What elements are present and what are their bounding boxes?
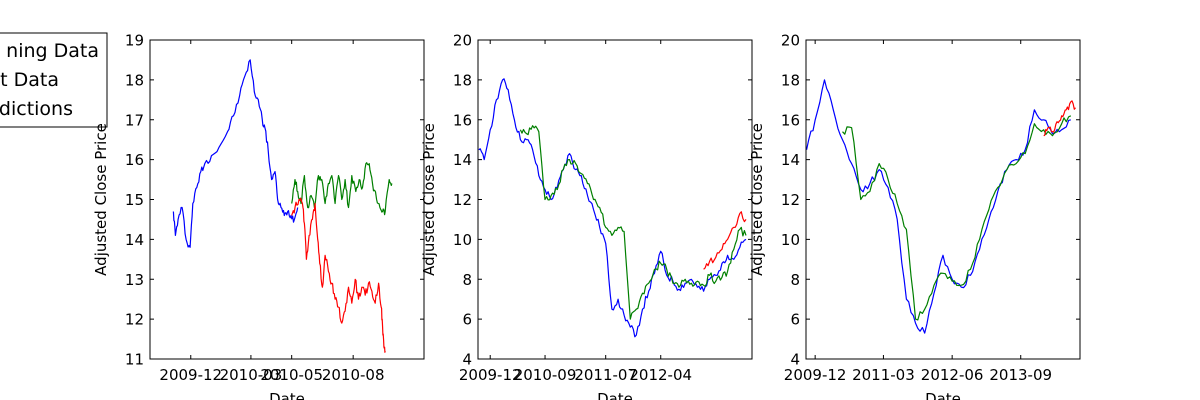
y-tick-label: 10 (453, 231, 472, 249)
series-line-test-data (842, 115, 1072, 321)
legend: ning Data t Data dictions (0, 32, 108, 128)
y-tick-label: 12 (781, 191, 800, 209)
legend-entry-predictions: dictions (0, 98, 73, 120)
legend-entry-training-data: ning Data (6, 40, 99, 62)
axes-frame (805, 39, 1081, 360)
x-tick-label: 2010-08 (322, 366, 385, 384)
y-tick-label: 16 (781, 111, 800, 129)
x-tick-label: 2011-03 (852, 366, 915, 384)
series-line-test-data (519, 125, 747, 320)
x-tick-label: 2010-09 (514, 366, 577, 384)
y-tick-label: 18 (125, 71, 144, 89)
x-tick-label: 2009-12 (159, 366, 222, 384)
series-line-training-data (478, 78, 747, 338)
series-group (172, 59, 393, 353)
y-tick-label: 20 (781, 32, 800, 50)
y-tick-label: 12 (453, 191, 472, 209)
y-tick-label: 14 (125, 231, 144, 249)
x-tick-label: 2012-04 (629, 366, 692, 384)
x-tick-label: 2010-03 (220, 366, 283, 384)
series-group (806, 79, 1076, 334)
series-group (478, 78, 747, 338)
x-axis: 2009-12 2011-03 2012-06 2013-09 (784, 40, 1052, 384)
x-tick-label: 2013-09 (989, 366, 1052, 384)
y-axis: 4 6 8 10 12 14 16 18 20 (781, 32, 1080, 369)
x-tick-label: 2011-07 (574, 366, 637, 384)
y-tick-label: 19 (125, 32, 144, 50)
x-tick-label: 2009-12 (784, 366, 847, 384)
y-tick-label: 4 (462, 351, 472, 369)
y-tick-label: 13 (125, 271, 144, 289)
y-tick-label: 14 (453, 151, 472, 169)
y-tick-label: 12 (125, 311, 144, 329)
y-tick-label: 15 (125, 191, 144, 209)
y-tick-label: 16 (125, 151, 144, 169)
y-tick-label: 18 (453, 71, 472, 89)
y-tick-label: 14 (781, 151, 800, 169)
y-tick-label: 10 (781, 231, 800, 249)
chart-panels: 1112131415161718192009-122010-032010-052… (92, 32, 1081, 400)
y-tick-label: 11 (125, 351, 144, 369)
y-tick-label: 8 (462, 271, 472, 289)
x-tick-label: 2010-05 (260, 366, 323, 384)
series-line-test-data (291, 162, 393, 216)
y-axis: 4 6 8 10 12 14 16 18 20 (453, 32, 752, 369)
y-tick-label: 16 (453, 111, 472, 129)
y-axis-label: Adjusted Close Price (420, 123, 438, 276)
legend-entry-test-data: t Data (0, 69, 59, 91)
y-axis-label: Adjusted Close Price (92, 123, 110, 276)
x-tick-label: 2009-12 (459, 366, 522, 384)
legend-box (0, 32, 108, 128)
series-line-training-data (172, 59, 299, 248)
y-axis-label: Adjusted Close Price (748, 123, 766, 276)
y-tick-label: 8 (790, 271, 800, 289)
axes-frame (477, 39, 753, 360)
y-tick-label: 4 (790, 351, 800, 369)
series-line-predictions (703, 211, 747, 270)
x-tick-label: 2012-06 (921, 366, 984, 384)
y-tick-label: 18 (781, 71, 800, 89)
x-axis-label: Date (925, 390, 961, 400)
series-line-training-data (806, 79, 1071, 334)
chart-panel-1: 11 12 13 14 15 16 17 18 19 2009-122010-032010-052… (92, 32, 425, 400)
series-line-predictions (1043, 100, 1076, 137)
chart-panel-3: 4 6 8 10 12 14 16 18 20 2009-12 2011-03 2012-06 2013… (748, 32, 1081, 400)
y-tick-label: 6 (462, 311, 472, 329)
series-line-predictions (291, 197, 386, 353)
x-axis-label: Date (269, 390, 305, 400)
y-tick-label: 17 (125, 111, 144, 129)
chart-panel-2: 4681012141618202009-122010-092011-072012… (420, 32, 753, 400)
y-tick-label: 6 (790, 311, 800, 329)
y-axis: 11 12 13 14 15 16 17 18 19 (125, 32, 424, 369)
x-axis-label: Date (597, 390, 633, 400)
axes-frame (149, 39, 425, 360)
y-tick-label: 20 (453, 32, 472, 50)
